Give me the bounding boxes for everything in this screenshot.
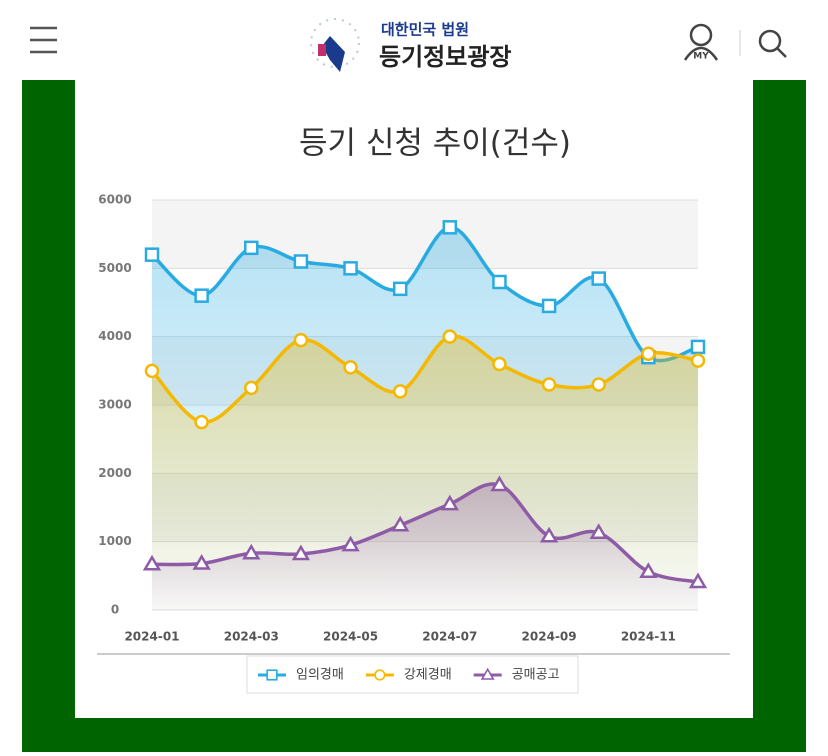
marker (440, 494, 459, 511)
x-tick-label: 2024-11 (621, 630, 676, 644)
x-tick-label: 2024-07 (422, 630, 477, 644)
x-tick-label: 2024-09 (522, 630, 577, 644)
header-bar (0, 0, 828, 80)
marker (541, 377, 557, 392)
legend-label: 임의경매 (296, 668, 344, 683)
marker (490, 475, 509, 492)
marker (343, 261, 358, 276)
marker (591, 377, 606, 392)
menu-button[interactable] (30, 26, 57, 54)
marker (690, 353, 706, 368)
y-tick-label: 2000 (98, 466, 131, 480)
marker (142, 554, 162, 571)
legend-label: 강제경매 (404, 668, 452, 683)
marker (392, 281, 408, 297)
marker (492, 274, 507, 290)
marker (192, 554, 211, 570)
org-name: 대한민국 법원 (381, 21, 469, 39)
logo[interactable]: 대한민국 법원 등기정보광장 (310, 18, 511, 72)
marker (194, 414, 209, 430)
x-tick-label: 2024-03 (224, 630, 279, 644)
y-tick-label: 3000 (98, 398, 131, 412)
my-button[interactable]: MY (683, 23, 719, 62)
marker (341, 535, 360, 552)
marker (690, 339, 706, 355)
marker (293, 332, 309, 348)
marker (391, 515, 410, 532)
marker (492, 356, 507, 372)
y-tick-label: 4000 (98, 329, 131, 343)
marker (242, 543, 261, 560)
marker (591, 271, 606, 286)
x-tick-label: 2024-01 (124, 630, 179, 644)
marker (374, 669, 386, 681)
marker (442, 329, 458, 344)
area (152, 483, 698, 610)
marker (539, 526, 559, 543)
my-label: MY (693, 52, 709, 62)
marker (343, 360, 358, 375)
marker (144, 363, 160, 379)
y-tick-label: 6000 (98, 193, 131, 207)
marker (589, 523, 608, 540)
y-tick-label: 5000 (98, 261, 131, 275)
site-name: 등기정보광장 (379, 43, 511, 71)
marker (293, 254, 309, 269)
marker (291, 544, 311, 561)
marker (144, 247, 160, 262)
legend (246, 655, 579, 694)
marker (541, 298, 557, 314)
marker (639, 562, 658, 578)
search-button[interactable] (758, 29, 787, 58)
marker (392, 384, 408, 399)
legend-label: 공매공고 (512, 668, 560, 683)
marker (688, 572, 708, 589)
marker (641, 346, 656, 361)
marker (244, 240, 259, 256)
chart-title: 등기 신청 추이(건수) (299, 126, 571, 162)
marker (480, 667, 495, 680)
marker (194, 288, 209, 303)
marker (442, 220, 458, 235)
marker (266, 669, 278, 681)
y-tick-label: 1000 (98, 534, 131, 548)
marker (244, 380, 259, 396)
y-tick-label: 0 (111, 603, 119, 617)
x-tick-label: 2024-05 (323, 630, 378, 644)
